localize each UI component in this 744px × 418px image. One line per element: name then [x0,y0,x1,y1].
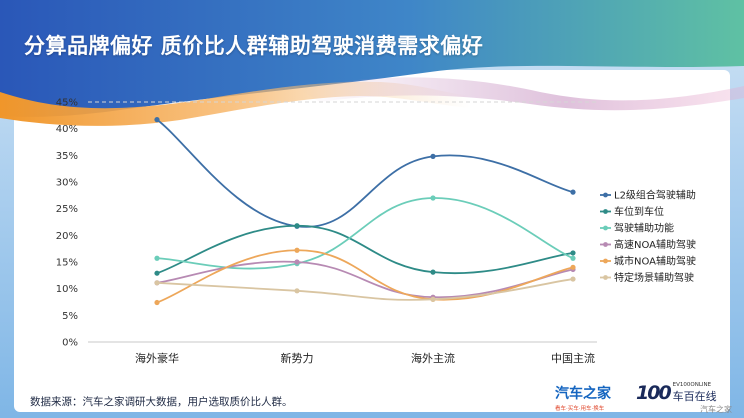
data-point [154,270,160,276]
ev100-logo-en: EV100ONLINE [672,382,712,388]
data-point [294,259,300,265]
x-tick-label: 新势力 [281,351,314,365]
y-tick-label: 30% [56,178,78,189]
data-source-note: 数据来源：汽车之家调研大数据，用户选取质价比人群。 [30,396,293,408]
legend-label: 高速NOA辅助驾驶 [614,238,696,251]
data-point [154,280,160,286]
ev100-logo: 100 EV100ONLINE 车百在线 [636,382,717,404]
series-line [156,224,574,275]
y-tick-label: 0% [62,338,78,349]
legend-marker [603,192,608,198]
y-tick-label: 15% [56,258,78,269]
x-tick-label: 海外主流 [411,351,455,365]
autohome-logo-tagline: 看车·买车·用车·换车 [555,406,605,412]
page-title: 分算品牌偏好 质价比人群辅助驾驶消费需求偏好 [24,34,484,58]
data-point [430,296,436,302]
series-line [156,278,574,301]
legend-label: L2级组合驾驶辅助 [614,189,696,202]
data-point [570,264,576,270]
x-tick-label: 海外豪华 [135,351,179,365]
y-tick-label: 25% [56,204,78,215]
autohome-logo: 汽车之家 看车·买车·用车·换车 [555,383,611,412]
data-point [570,276,576,282]
data-point [154,255,160,261]
data-point [430,269,436,275]
data-point [154,299,160,306]
legend-label: 车位到车位 [614,205,664,218]
legend-label: 驾驶辅助功能 [614,222,674,235]
y-tick-label: 35% [56,151,78,162]
y-tick-label: 10% [56,284,78,295]
legend-marker [603,209,608,214]
watermark: 汽车之家 [700,405,732,414]
data-point [154,117,160,123]
data-point [294,247,300,253]
series-line [156,260,574,299]
legend-label: 城市NOA辅助驾驶 [614,255,696,268]
legend-label: 特定场景辅助驾驶 [614,271,694,284]
legend-marker [603,258,608,264]
series-line [156,197,574,270]
y-tick-label: 20% [56,231,78,242]
data-point [570,189,576,195]
x-tick-label: 中国主流 [551,351,595,365]
y-tick-label: 5% [62,311,78,322]
data-point [430,153,436,159]
legend-marker [603,242,608,247]
series-line [156,249,574,304]
data-point [570,255,576,261]
y-tick-label: 45% [56,98,78,109]
data-point [570,250,576,256]
data-point [294,223,300,229]
ev100-logo-cn: 车百在线 [672,390,717,403]
y-tick-label: 40% [56,124,78,135]
autohome-logo-text: 汽车之家 [555,386,611,402]
series-line [156,118,574,228]
legend-marker [603,275,608,280]
data-point [430,195,436,201]
data-point [294,288,300,294]
legend-marker [603,225,608,231]
ev100-logo-mark: 100 [636,382,672,404]
